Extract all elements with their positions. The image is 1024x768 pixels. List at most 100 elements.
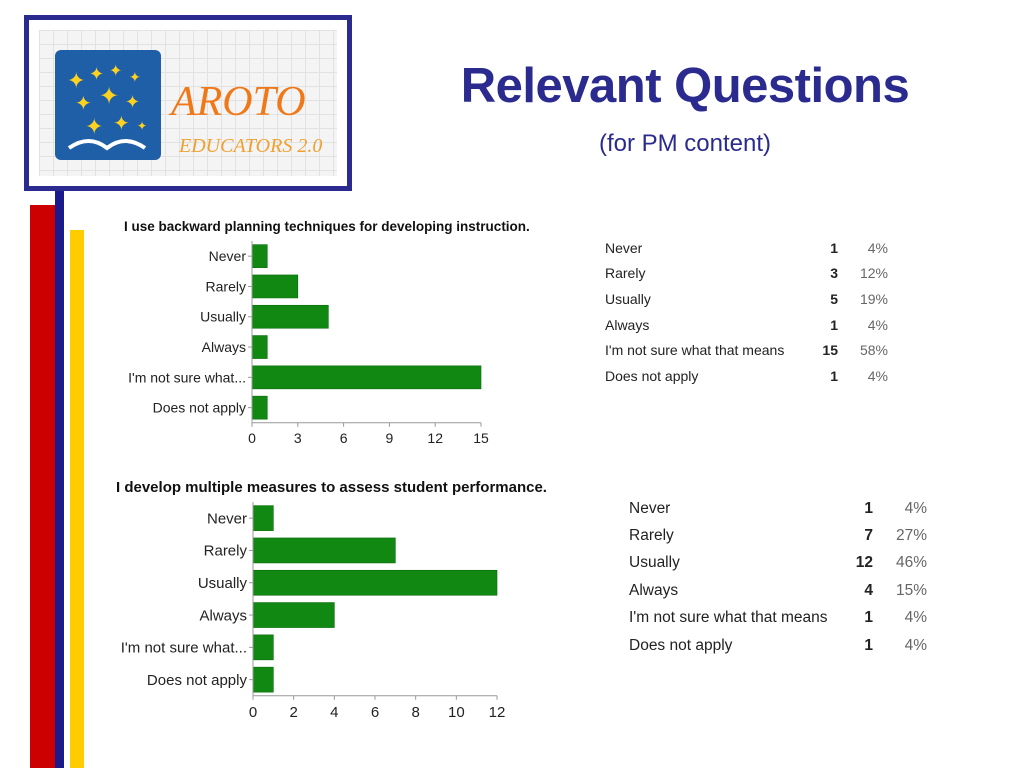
category-label: Does not apply — [147, 672, 248, 689]
category-label: Never — [209, 248, 247, 264]
svg-text:✦: ✦ — [75, 93, 92, 115]
svg-text:✦: ✦ — [109, 63, 122, 80]
category-label: Always — [202, 339, 246, 355]
row-percent: 27% — [895, 527, 927, 545]
chart-title: I develop multiple measures to assess st… — [116, 479, 547, 496]
x-tick-label: 9 — [386, 430, 394, 446]
table-row: Does not apply 1 4% — [605, 363, 888, 389]
x-tick-label: 12 — [427, 430, 443, 446]
row-count: 5 — [830, 290, 838, 307]
table-row: Always 4 15% — [629, 577, 927, 604]
red-stripe — [30, 205, 55, 768]
logo-panel: ✦ ✦ ✦ ✦ ✦ ✦ ✦ ✦ ✦ ✦ AROTO EDUCATORS 2.0 — [39, 30, 337, 176]
logo-tagline: EDUCATORS 2.0 — [178, 135, 322, 157]
navy-stripe — [55, 185, 64, 768]
row-count: 15 — [822, 342, 838, 359]
row-label: Does not apply — [629, 636, 733, 654]
category-label: Never — [207, 510, 247, 527]
page-subtitle: (for PM content) — [598, 130, 772, 157]
table-row: Rarely 3 12% — [605, 261, 888, 287]
table-row: Does not apply 1 4% — [629, 632, 927, 659]
logo-brand-text: AROTO — [168, 79, 306, 125]
row-count: 1 — [864, 609, 873, 627]
x-tick-label: 10 — [448, 704, 465, 721]
svg-text:✦: ✦ — [137, 119, 147, 133]
row-percent: 46% — [895, 554, 927, 572]
row-label: Always — [629, 581, 679, 599]
row-label: Always — [605, 316, 650, 333]
svg-text:✦: ✦ — [89, 64, 104, 84]
bar — [251, 395, 268, 420]
logo: ✦ ✦ ✦ ✦ ✦ ✦ ✦ ✦ ✦ ✦ AROTO EDUCATORS 2.0 — [24, 15, 352, 191]
x-tick-label: 4 — [330, 704, 338, 721]
svg-text:✦: ✦ — [113, 113, 130, 135]
category-label: I'm not sure what... — [121, 640, 247, 657]
row-label: Does not apply — [605, 367, 699, 384]
svg-text:✦: ✦ — [99, 83, 119, 110]
table-row: Never 1 4% — [629, 495, 927, 522]
row-label: Never — [629, 499, 671, 517]
x-tick-label: 12 — [489, 704, 506, 721]
logo-art: ✦ ✦ ✦ ✦ ✦ ✦ ✦ ✦ ✦ ✦ AROTO EDUCATORS 2.0 — [55, 50, 322, 160]
svg-text:✦: ✦ — [129, 69, 141, 85]
table-row: I'm not sure what that means 1 4% — [629, 605, 927, 632]
row-percent: 4% — [867, 316, 888, 333]
x-tick-label: 3 — [294, 430, 302, 446]
svg-text:✦: ✦ — [125, 92, 140, 112]
x-tick-label: 6 — [371, 704, 379, 721]
row-count: 12 — [855, 554, 873, 572]
x-tick-label: 15 — [473, 430, 489, 446]
bar — [252, 602, 335, 628]
row-count: 1 — [864, 636, 873, 654]
category-label: Usually — [198, 575, 248, 592]
chart-title: I use backward planning techniques for d… — [124, 219, 530, 234]
hands-icon — [67, 139, 147, 151]
table-row: I'm not sure what that means 15 58% — [605, 337, 888, 363]
x-tick-label: 2 — [289, 704, 297, 721]
bar — [252, 569, 498, 596]
response-table-multiple-measures: Never 1 4% Rarely 7 27% Usually 12 46% Always 4 15%… — [629, 495, 927, 659]
row-label: I'm not sure what that means — [629, 609, 828, 627]
bar — [251, 365, 482, 390]
bar — [252, 634, 274, 661]
x-tick-label: 0 — [248, 430, 256, 446]
row-percent: 4% — [867, 239, 888, 256]
category-label: Always — [199, 607, 247, 624]
bar — [251, 335, 268, 359]
category-label: Rarely — [204, 543, 248, 560]
row-percent: 58% — [859, 342, 888, 359]
category-label: I'm not sure what... — [128, 369, 246, 385]
bar — [252, 537, 396, 564]
table-row: Rarely 7 27% — [629, 522, 927, 549]
row-label: Usually — [605, 290, 651, 307]
row-percent: 4% — [904, 636, 927, 654]
star-icon: ✦ ✦ ✦ ✦ ✦ ✦ ✦ ✦ ✦ ✦ — [67, 63, 147, 139]
row-count: 1 — [830, 316, 838, 333]
table-row: Usually 5 19% — [605, 286, 888, 312]
row-count: 1 — [830, 367, 838, 384]
bar — [252, 505, 274, 531]
row-percent: 12% — [859, 265, 888, 282]
row-percent: 19% — [859, 290, 888, 307]
row-count: 4 — [864, 581, 873, 599]
table-row: Usually 12 46% — [629, 550, 927, 577]
row-label: Never — [605, 239, 643, 256]
yellow-stripe — [70, 230, 84, 768]
category-label: Does not apply — [153, 400, 246, 416]
row-percent: 4% — [904, 499, 927, 517]
bar — [252, 666, 274, 693]
row-label: Rarely — [605, 265, 646, 282]
row-percent: 4% — [867, 367, 888, 384]
logo-blue-panel — [55, 50, 161, 160]
bar — [251, 274, 299, 299]
row-percent: 15% — [895, 581, 927, 599]
category-label: Usually — [200, 309, 246, 325]
category-label: Rarely — [206, 278, 246, 294]
svg-text:✦: ✦ — [67, 68, 85, 93]
row-count: 7 — [864, 527, 873, 545]
x-tick-label: 0 — [249, 704, 257, 721]
bar — [251, 244, 268, 268]
x-tick-label: 8 — [411, 704, 419, 721]
row-label: Rarely — [629, 527, 674, 545]
row-count: 1 — [830, 239, 838, 256]
